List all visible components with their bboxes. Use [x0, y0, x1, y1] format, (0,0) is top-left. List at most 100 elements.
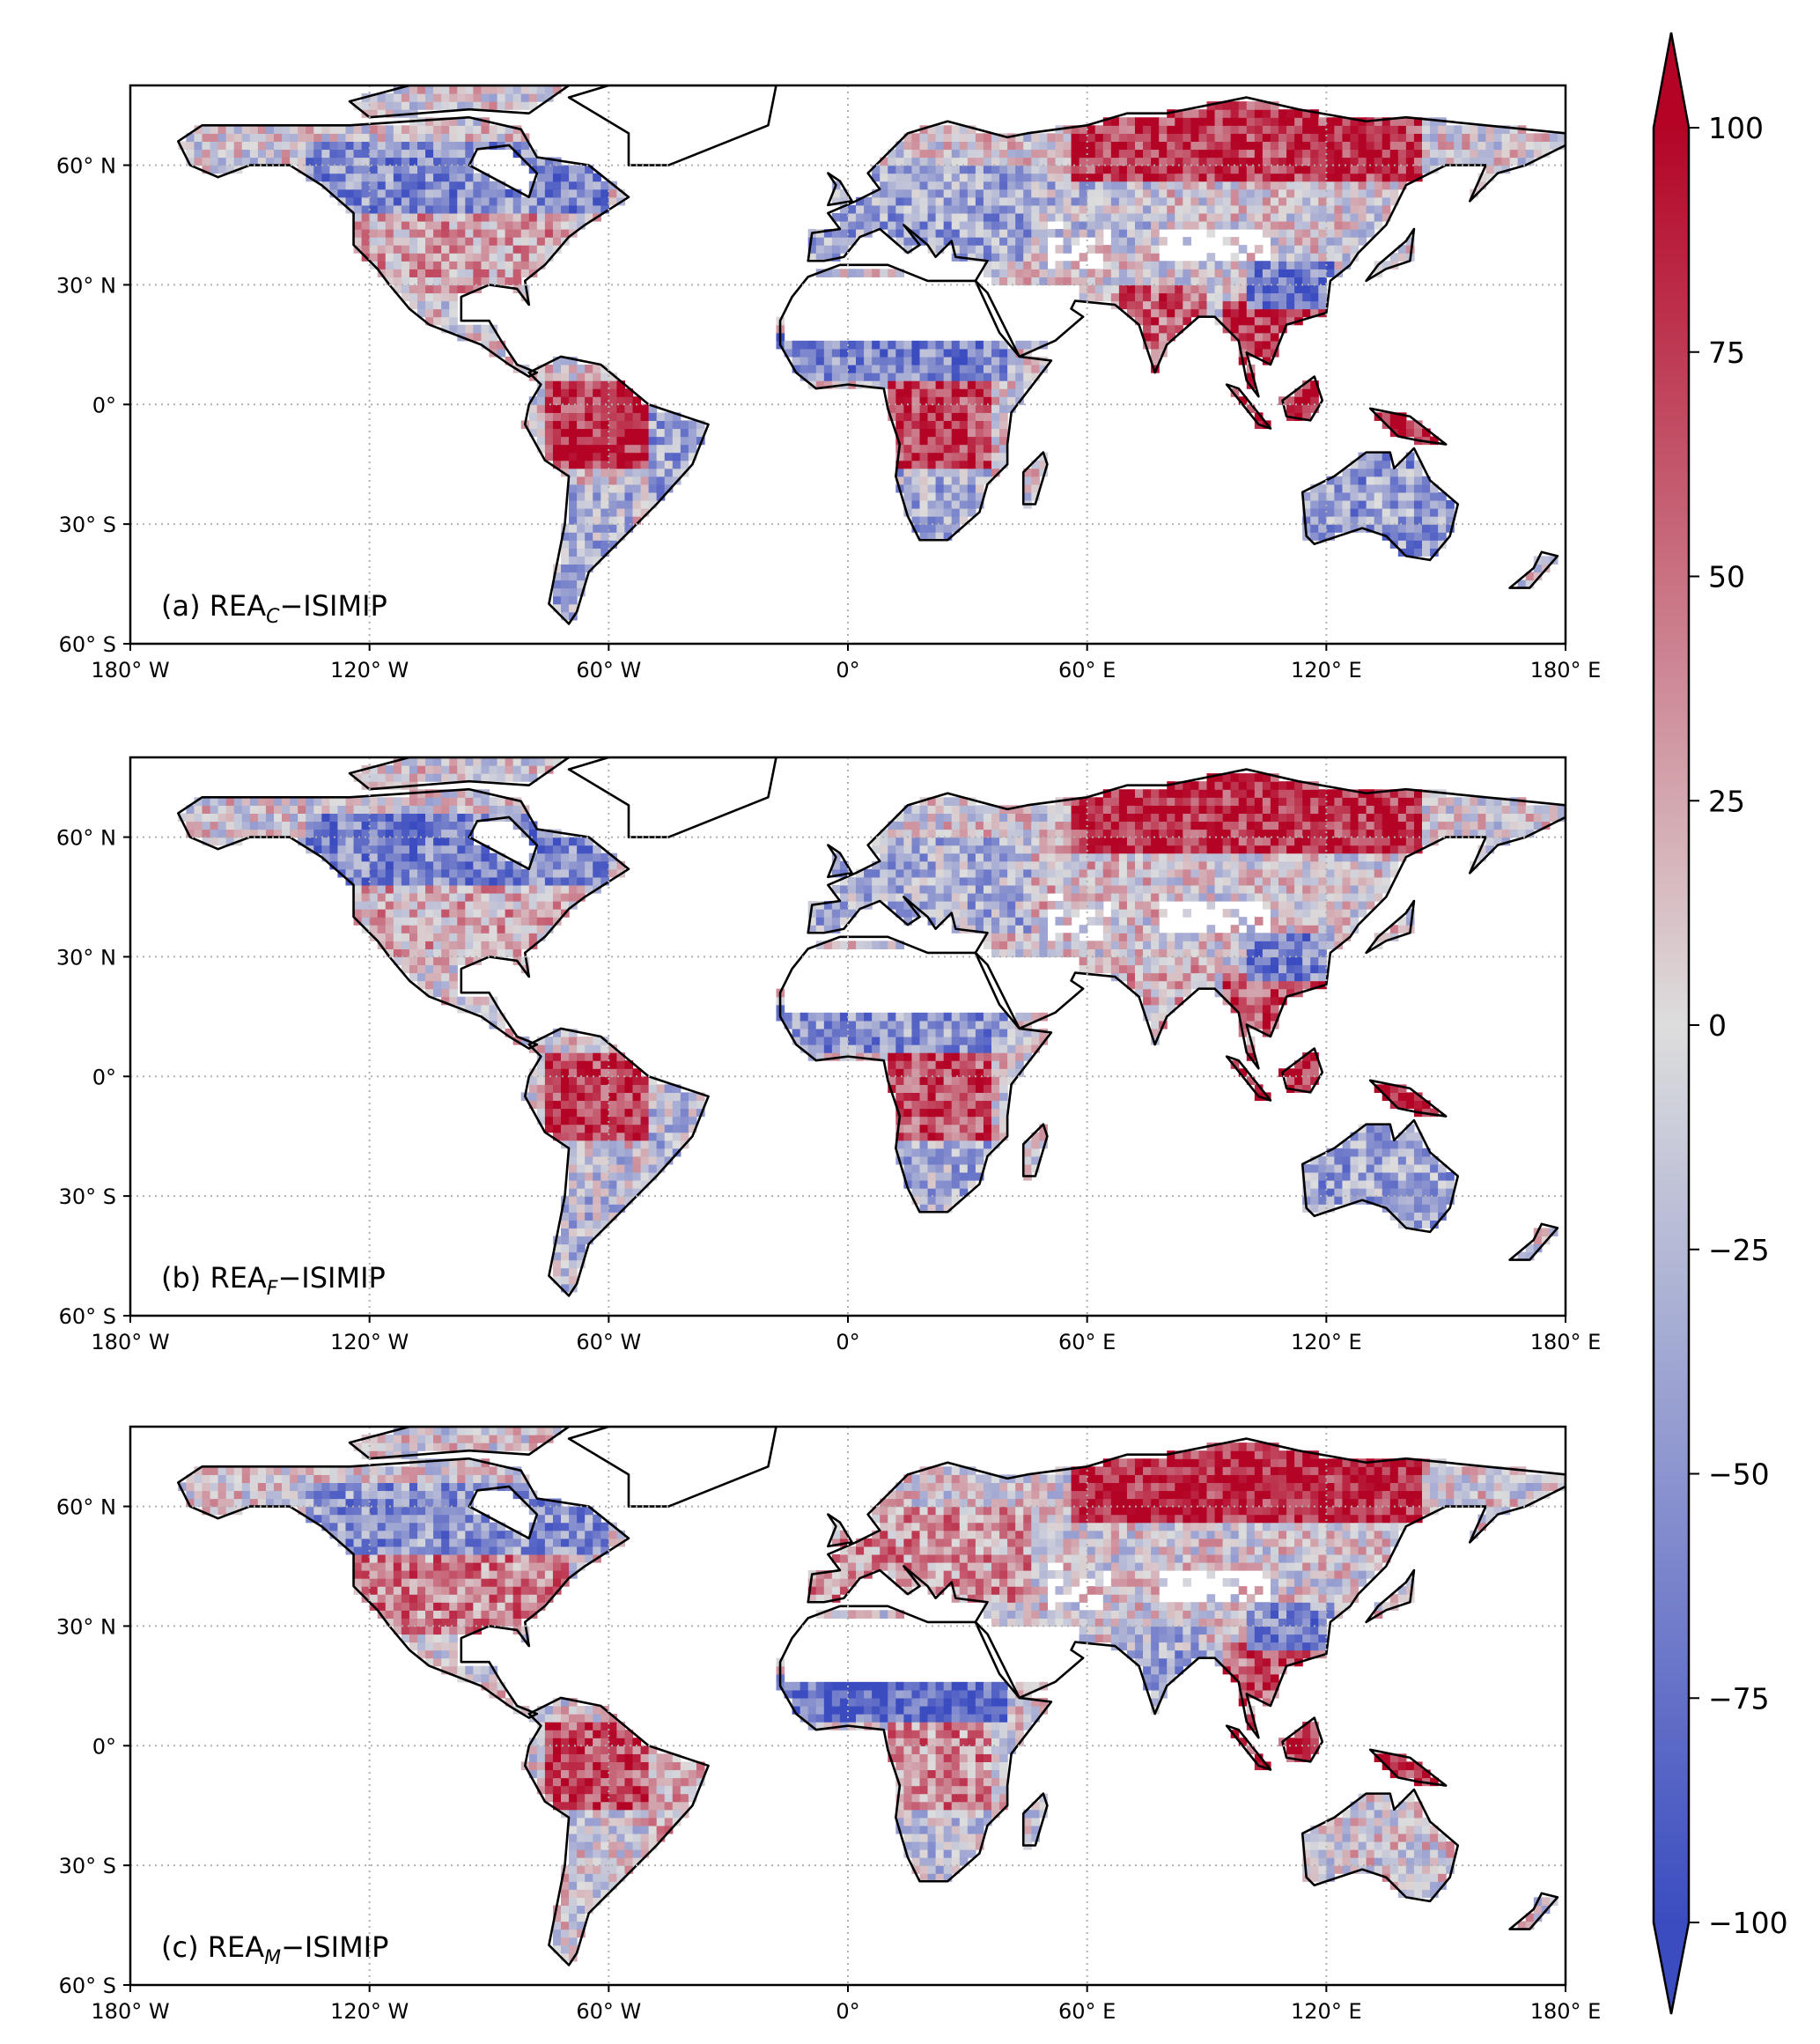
- grid-cell: [1063, 237, 1072, 246]
- grid-cell: [1382, 499, 1391, 509]
- grid-cell: [441, 253, 450, 262]
- grid-cell: [1167, 212, 1175, 222]
- grid-cell: [1342, 212, 1352, 222]
- grid-cell: [1102, 196, 1112, 206]
- grid-cell: [337, 149, 347, 159]
- grid-cell: [1190, 269, 1200, 277]
- grid-cell: [528, 404, 538, 413]
- grid-cell: [241, 805, 251, 814]
- grid-cell: [1007, 229, 1016, 238]
- grid-cell: [473, 173, 483, 182]
- grid-cell: [298, 133, 306, 142]
- grid-cell: [1318, 133, 1327, 142]
- grid-cell: [1350, 125, 1359, 134]
- grid-cell: [1430, 540, 1439, 549]
- grid-cell: [225, 141, 235, 151]
- grid-cell: [1397, 420, 1407, 430]
- grid-cell: [1342, 204, 1352, 214]
- grid-cell: [497, 188, 506, 198]
- grid-cell: [353, 181, 363, 190]
- grid-cell: [903, 829, 913, 838]
- grid-cell: [1015, 141, 1024, 151]
- grid-cell: [577, 220, 586, 230]
- grid-cell: [632, 491, 642, 501]
- grid-cell: [345, 141, 355, 151]
- grid-cell: [1063, 157, 1072, 166]
- grid-cell: [569, 181, 578, 190]
- grid-cell: [1294, 396, 1303, 405]
- grid-cell: [329, 837, 339, 846]
- grid-cell: [1326, 261, 1335, 269]
- grid-cell: [967, 237, 976, 246]
- grid-cell: [951, 157, 961, 166]
- grid-cell: [911, 196, 921, 206]
- grid-cell: [1230, 308, 1240, 318]
- grid-cell: [919, 813, 929, 823]
- grid-cell: [880, 181, 888, 190]
- grid-cell: [217, 813, 227, 823]
- grid-cell: [353, 892, 363, 902]
- grid-cell: [1206, 117, 1216, 126]
- grid-cell: [1366, 212, 1375, 222]
- grid-cell: [449, 892, 458, 902]
- grid-cell: [807, 365, 817, 373]
- grid-cell: [1055, 212, 1065, 222]
- grid-cell: [608, 860, 617, 870]
- grid-cell: [1183, 141, 1191, 151]
- grid-cell: [1254, 149, 1264, 159]
- grid-cell: [951, 220, 961, 230]
- grid-cell: [306, 133, 314, 142]
- grid-cell: [1525, 141, 1535, 151]
- grid-cell: [1358, 483, 1367, 493]
- grid-cell: [489, 948, 498, 958]
- grid-cell: [975, 188, 984, 198]
- grid-cell: [1110, 133, 1120, 142]
- grid-cell: [943, 860, 953, 870]
- grid-cell: [959, 444, 969, 454]
- grid-cell: [409, 797, 418, 806]
- grid-cell: [888, 388, 896, 397]
- grid-cell: [569, 1204, 578, 1213]
- grid-cell: [409, 892, 418, 902]
- grid-cell: [210, 157, 219, 166]
- grid-cell: [632, 468, 642, 477]
- grid-cell: [927, 1068, 937, 1077]
- grid-cell: [282, 141, 291, 151]
- grid-cell: [465, 813, 474, 823]
- grid-cell: [848, 212, 857, 222]
- grid-cell: [927, 476, 937, 485]
- grid-cell: [1262, 165, 1271, 174]
- grid-cell: [951, 388, 961, 397]
- grid-cell: [1350, 117, 1359, 126]
- grid-cell: [1246, 348, 1256, 358]
- grid-cell: [839, 884, 849, 894]
- grid-cell: [983, 188, 992, 198]
- grid-cell: [1206, 220, 1216, 230]
- grid-cell: [528, 149, 538, 159]
- grid-cell: [1310, 261, 1319, 269]
- grid-cell: [561, 181, 570, 190]
- grid-cell: [1126, 308, 1136, 318]
- grid-cell: [1382, 173, 1391, 182]
- grid-cell: [1063, 245, 1072, 254]
- grid-cell: [593, 181, 601, 190]
- grid-cell: [1151, 188, 1160, 198]
- grid-cell: [1302, 196, 1311, 206]
- grid-cell: [903, 805, 913, 814]
- grid-cell: [481, 1012, 490, 1022]
- grid-cell: [1167, 141, 1175, 151]
- grid-cell: [848, 884, 857, 894]
- grid-cell: [1405, 499, 1415, 509]
- grid-cell: [1294, 149, 1303, 159]
- grid-cell: [1087, 181, 1096, 190]
- grid-cell: [465, 284, 474, 294]
- grid-cell: [1118, 284, 1128, 294]
- grid-cell: [943, 1028, 953, 1037]
- grid-cell: [409, 884, 418, 894]
- grid-cell: [441, 876, 450, 886]
- grid-cell: [696, 1092, 705, 1102]
- grid-cell: [1039, 261, 1048, 269]
- grid-cell: [377, 181, 387, 190]
- grid-cell: [911, 524, 921, 533]
- grid-cell: [815, 245, 825, 254]
